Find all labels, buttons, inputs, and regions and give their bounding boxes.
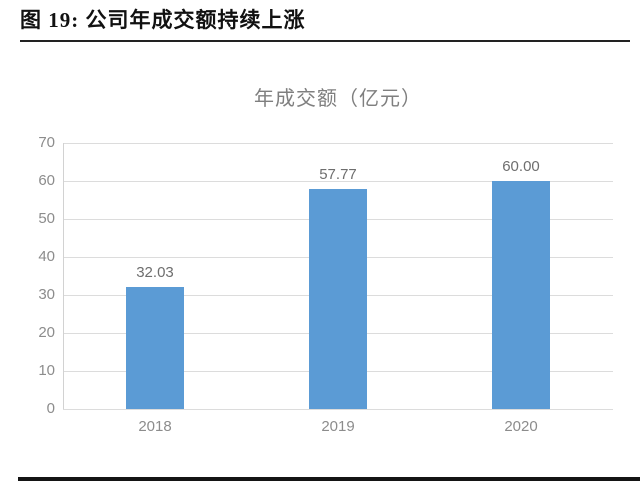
chart-title: 年成交额（亿元） bbox=[254, 88, 422, 110]
y-axis-tick-label: 30 bbox=[38, 286, 55, 303]
y-axis-tick-label: 0 bbox=[46, 400, 55, 417]
bar-value-label: 60.00 bbox=[502, 158, 540, 175]
bar-value-label: 57.77 bbox=[319, 166, 357, 183]
bar-value-label: 32.03 bbox=[136, 264, 174, 281]
x-axis-tick-label: 2018 bbox=[138, 418, 172, 435]
figure-caption: 图 19: 公司年成交额持续上涨 bbox=[20, 8, 306, 32]
x-axis-tick-label: 2020 bbox=[504, 418, 538, 435]
y-axis-tick-label: 50 bbox=[38, 210, 55, 227]
y-axis-tick-label: 70 bbox=[38, 134, 55, 151]
y-axis-line bbox=[63, 143, 64, 409]
y-axis-tick-label: 10 bbox=[38, 362, 55, 379]
x-axis-tick-label: 2019 bbox=[321, 418, 355, 435]
caption-divider bbox=[20, 40, 630, 42]
bottom-rule bbox=[18, 477, 640, 481]
plot-area: 32.03 57.77 60.00 bbox=[63, 143, 613, 410]
gridline bbox=[63, 409, 613, 410]
gridline bbox=[63, 143, 613, 144]
bar-2018 bbox=[126, 287, 184, 409]
annual-turnover-chart: 年成交额（亿元） 32.03 57.77 60.00 0 10 20 30 40 50 60 70… bbox=[0, 60, 640, 440]
y-axis-tick-label: 20 bbox=[38, 324, 55, 341]
gridline bbox=[63, 181, 613, 182]
y-axis-tick-label: 60 bbox=[38, 172, 55, 189]
y-axis-tick-label: 40 bbox=[38, 248, 55, 265]
bar-2019 bbox=[309, 189, 367, 409]
bar-2020 bbox=[492, 181, 550, 409]
